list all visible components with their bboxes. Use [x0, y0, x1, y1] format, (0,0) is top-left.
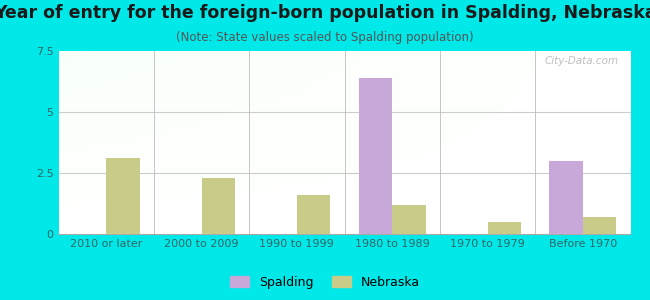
Bar: [549, 161, 583, 234]
Text: City-Data.com: City-Data.com: [545, 56, 619, 67]
Bar: [359, 78, 392, 234]
Bar: [392, 205, 426, 234]
Text: Year of entry for the foreign-born population in Spalding, Nebraska: Year of entry for the foreign-born popul…: [0, 4, 650, 22]
Bar: [297, 195, 330, 234]
Legend: Spalding, Nebraska: Spalding, Nebraska: [225, 271, 425, 294]
Text: (Note: State values scaled to Spalding population): (Note: State values scaled to Spalding p…: [176, 32, 474, 44]
Bar: [106, 158, 140, 234]
Bar: [488, 222, 521, 234]
Bar: [202, 178, 235, 234]
Bar: [583, 217, 616, 234]
